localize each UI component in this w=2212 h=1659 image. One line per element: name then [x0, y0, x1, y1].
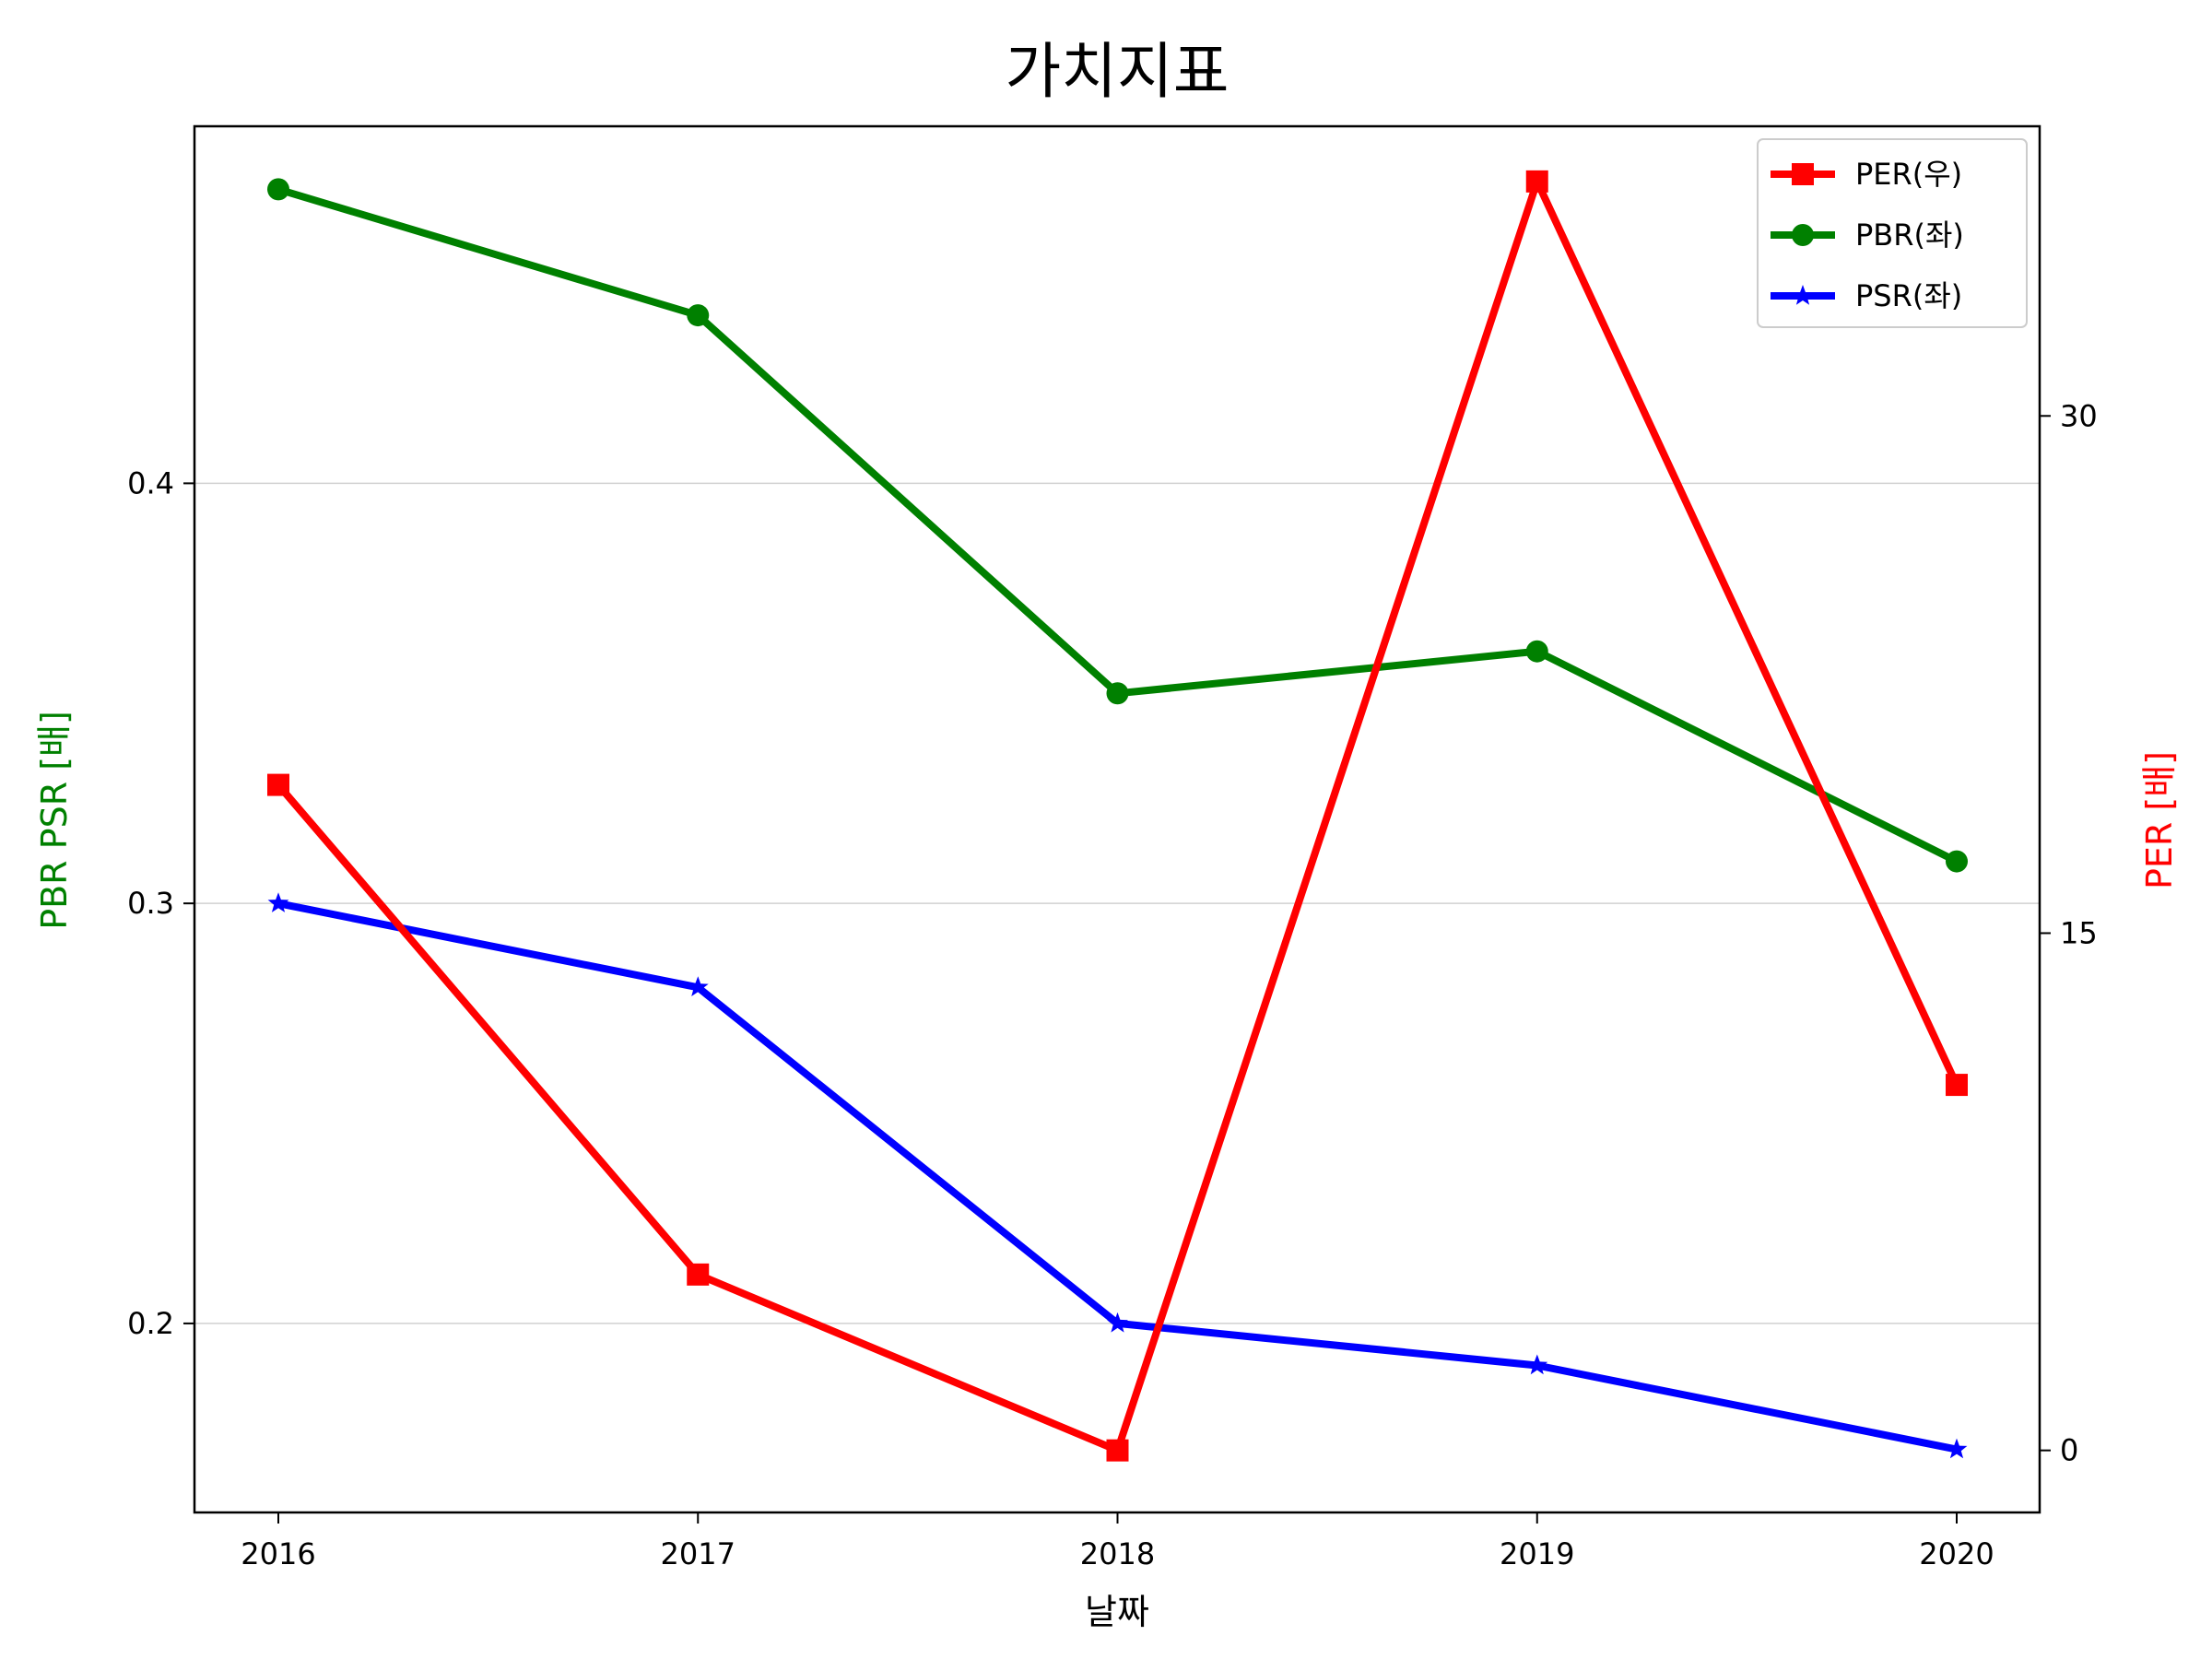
legend-label-per: PER(우)	[1855, 157, 1962, 192]
legend: PER(우) PBR(좌) PSR(좌)	[1757, 138, 2028, 328]
right-y-tick-label: 0	[2060, 1433, 2078, 1468]
x-tick-label: 2017	[661, 1536, 735, 1571]
legend-marker-psr	[1792, 285, 1814, 305]
series-psr	[267, 892, 1968, 1459]
legend-label-psr: PSR(좌)	[1855, 278, 1962, 313]
legend-marker-pbr	[1792, 224, 1814, 246]
left-y-tick-label: 0.2	[127, 1306, 174, 1341]
psr-point	[267, 892, 289, 912]
psr-point	[1946, 1438, 1968, 1459]
legend-marker-per	[1792, 163, 1814, 185]
x-tick-label: 2018	[1080, 1536, 1155, 1571]
series-pbr	[267, 178, 1968, 873]
left-y-axis-title: PBR PSR [배]	[34, 711, 75, 930]
plot-series	[267, 170, 1968, 1462]
pbr-point	[267, 178, 289, 201]
per-point	[687, 1263, 710, 1286]
per-point	[1106, 1439, 1129, 1462]
left-y-tick-label: 0.3	[127, 886, 174, 921]
per-point	[267, 773, 289, 796]
right-y-axis-title: PER [배]	[2139, 751, 2180, 889]
right-y-tick-label: 15	[2060, 915, 2098, 950]
legend-box	[1757, 138, 2028, 328]
legend-label-pbr: PBR(좌)	[1855, 218, 1964, 253]
x-axis-title: 날짜	[1085, 1592, 1149, 1632]
series-per	[267, 170, 1968, 1462]
per-point	[1525, 170, 1548, 193]
right-y-tick-label: 30	[2060, 398, 2098, 433]
psr-point	[1526, 1354, 1548, 1375]
psr-point	[687, 976, 709, 996]
per-point	[1946, 1074, 1968, 1097]
pbr-point	[687, 304, 710, 327]
pbr-point	[1525, 640, 1548, 663]
pbr-point	[1946, 850, 1968, 873]
x-tick-label: 2019	[1500, 1536, 1574, 1571]
x-tick-label: 2020	[1919, 1536, 1994, 1571]
chart-title: 가치지표	[1006, 36, 1230, 107]
x-tick-label: 2016	[241, 1536, 315, 1571]
axes: 2016 2017 2018 2019 2020 0.2 0.3 0.4 0 15 30	[127, 398, 2098, 1571]
psr-point	[1107, 1312, 1128, 1333]
pbr-point	[1106, 682, 1129, 705]
left-y-tick-label: 0.4	[127, 465, 174, 500]
